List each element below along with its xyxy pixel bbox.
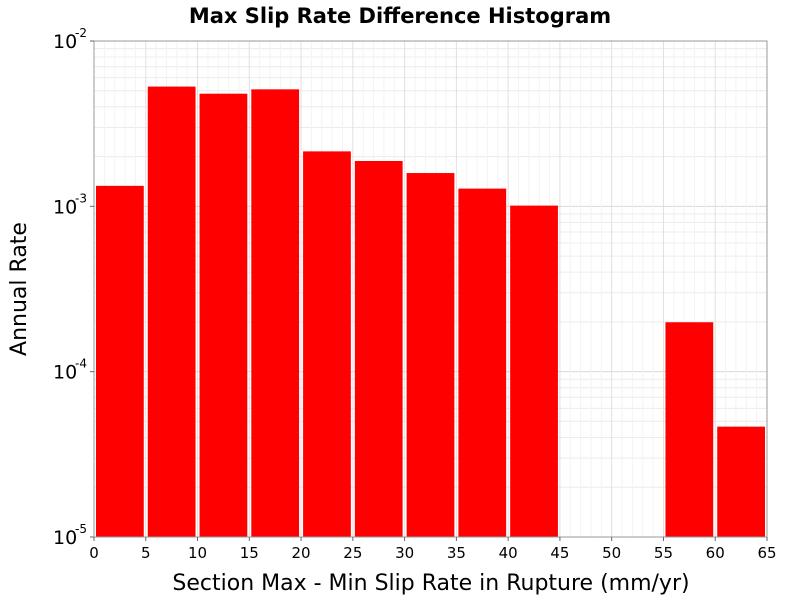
y-tick-label: 10-5 (53, 522, 87, 549)
plot-area-frame (93, 40, 768, 538)
x-tick-label: 10 (188, 544, 207, 562)
y-tick-exponent: -3 (75, 191, 87, 205)
x-tick-label: 40 (499, 544, 518, 562)
y-axis-label: Annual Rate (7, 222, 32, 356)
histogram-bar (147, 86, 196, 537)
y-tick-label: 10-4 (53, 357, 87, 384)
histogram-bar (717, 426, 765, 537)
histogram-bar (665, 322, 714, 537)
chart-title: Max Slip Rate Difference Histogram (189, 4, 611, 28)
x-tick-label: 0 (89, 544, 99, 562)
x-tick-label: 35 (447, 544, 466, 562)
y-tick-base: 10 (53, 196, 77, 218)
x-tick-label: 65 (757, 544, 776, 562)
y-tick-label: 10-2 (53, 26, 87, 53)
histogram-bar (406, 173, 455, 537)
x-tick-label: 60 (706, 544, 725, 562)
y-tick-base: 10 (53, 527, 77, 549)
x-axis-label: Section Max - Min Slip Rate in Rupture (… (172, 571, 689, 596)
y-tick-base: 10 (53, 362, 77, 384)
y-tick-label: 10-3 (53, 191, 87, 218)
histogram-bar (458, 188, 507, 537)
x-tick-label: 20 (292, 544, 311, 562)
y-tick-exponent: -4 (75, 357, 87, 371)
x-tick-label: 25 (343, 544, 362, 562)
x-tick-label: 5 (141, 544, 151, 562)
y-tick-exponent: -5 (75, 522, 87, 536)
y-tick-base: 10 (53, 31, 77, 53)
histogram-bar (251, 89, 300, 538)
histogram-bar (510, 205, 558, 537)
bars (96, 86, 765, 538)
x-tick-label: 55 (654, 544, 673, 562)
histogram-bar (354, 161, 403, 537)
x-tick-label: 30 (395, 544, 414, 562)
x-tick-label: 15 (240, 544, 259, 562)
x-axis-ticks: 0 5 10 15 20 25 30 35 40 45 50 55 60 65 (89, 537, 777, 562)
histogram-bar (303, 151, 351, 537)
histogram-bar (199, 93, 248, 537)
x-tick-label: 45 (550, 544, 569, 562)
y-tick-exponent: -2 (75, 26, 87, 40)
x-tick-label: 50 (602, 544, 621, 562)
histogram-bar (96, 185, 144, 538)
y-axis-ticks: 10-210-310-410-5 (53, 26, 94, 549)
